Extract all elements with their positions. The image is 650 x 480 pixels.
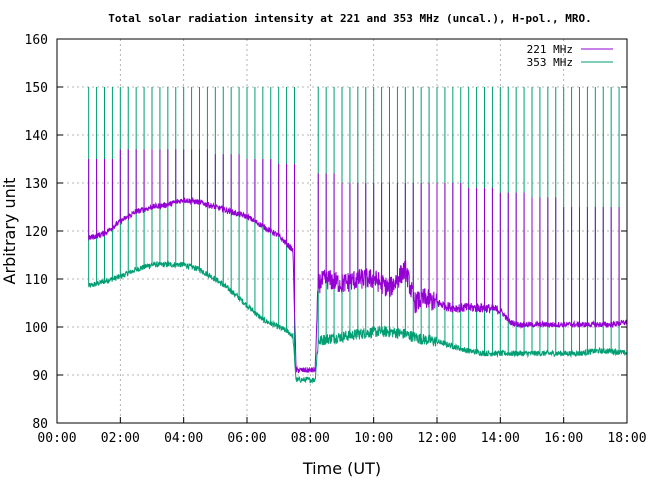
y-tick-label: 140 [25, 129, 48, 144]
y-tick-label: 130 [25, 177, 48, 192]
series-353-line [88, 87, 628, 384]
x-tick-label: 16:00 [544, 431, 583, 446]
y-tick-label: 110 [25, 273, 48, 288]
ticks: 80 90 100 110 120 130 140 150 160 00:00 02:00 04:00… [25, 33, 647, 446]
y-tick-label: 120 [25, 225, 48, 240]
y-tick-label: 90 [32, 369, 48, 384]
x-tick-label: 02:00 [101, 431, 140, 446]
x-tick-label: 18:00 [607, 431, 646, 446]
legend-label-221: 221 MHz [527, 43, 573, 56]
series-layer [88, 87, 628, 384]
y-axis-label: Arbitrary unit [0, 178, 19, 285]
x-tick-label: 12:00 [417, 431, 456, 446]
x-axis-label: Time (UT) [302, 459, 381, 478]
x-tick-label: 08:00 [291, 431, 330, 446]
x-tick-label: 04:00 [164, 431, 203, 446]
legend-label-353: 353 MHz [527, 56, 573, 69]
y-tick-label: 150 [25, 81, 48, 96]
x-tick-label: 00:00 [37, 431, 76, 446]
chart-title: Total solar radiation intensity at 221 a… [108, 12, 591, 25]
legend: 221 MHz 353 MHz [527, 43, 613, 69]
x-tick-label: 14:00 [481, 431, 520, 446]
y-tick-label: 160 [25, 33, 48, 48]
x-tick-label: 10:00 [354, 431, 393, 446]
series-221-line [88, 149, 628, 374]
y-tick-label: 80 [32, 417, 48, 432]
y-tick-label: 100 [25, 321, 48, 336]
x-tick-label: 06:00 [227, 431, 266, 446]
